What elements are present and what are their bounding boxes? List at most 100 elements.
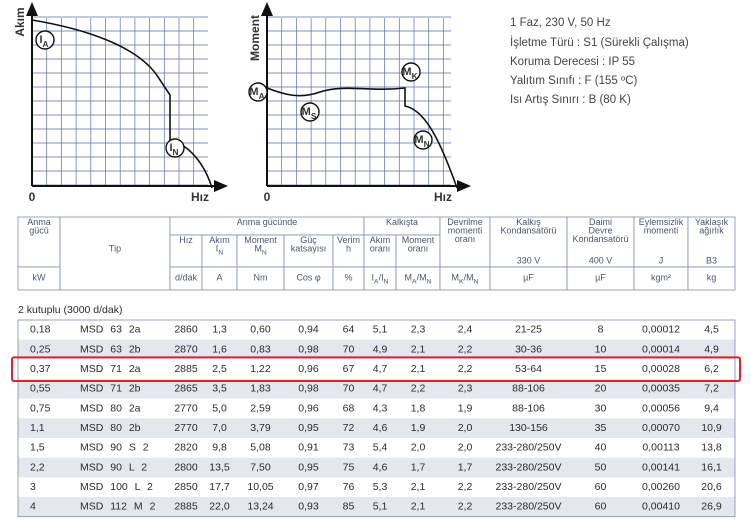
highlight: [11, 356, 741, 383]
cell: 4,7: [373, 383, 388, 395]
cell: 2885: [174, 501, 198, 513]
text-part: A: [43, 40, 49, 49]
origin-label: 0: [264, 190, 271, 204]
header-cell: [283, 234, 334, 268]
text-part: M: [414, 134, 423, 146]
cell: 2885: [174, 363, 198, 375]
cell: 0,00260: [642, 481, 680, 493]
header-text: momenti: [644, 226, 679, 236]
axis-label: Akım: [13, 7, 27, 36]
cell: 0,00028: [642, 363, 680, 375]
text-part: M: [452, 273, 460, 283]
text-part: S: [311, 112, 317, 121]
header-cell: [395, 234, 441, 268]
cell: 13,5: [209, 461, 230, 473]
text-part: N: [173, 148, 179, 157]
cell: 2,1: [411, 501, 426, 513]
header-cell: [169, 234, 203, 268]
row-bg: [18, 477, 735, 498]
header-text: Moment: [402, 235, 435, 245]
spec: Koruma Derecesi : IP 55: [510, 56, 635, 68]
unit-text: kgm²: [651, 273, 671, 283]
cell: 2,1: [411, 363, 426, 375]
text-part: µF: [595, 273, 606, 283]
unit-text: MA/MN: [405, 273, 432, 286]
cell: 4,6: [373, 422, 388, 434]
header-text: Devrilme: [447, 217, 483, 227]
text-part: h: [346, 244, 351, 254]
text-part: /M: [417, 273, 427, 283]
cell: 1,7: [458, 461, 473, 473]
marker-label: MK: [402, 66, 417, 81]
header-text: Tip: [109, 244, 121, 254]
cell: 20,6: [701, 481, 722, 493]
text-part: Kondansatörü: [500, 226, 556, 236]
table-frame: [17, 319, 736, 518]
cell: 21-25: [515, 324, 542, 336]
text-part: Nm: [254, 273, 268, 283]
cell: 2,2: [458, 343, 473, 355]
marker-label: IA: [39, 34, 48, 49]
cell: 6,2: [704, 363, 719, 375]
header-text: oranı: [370, 244, 391, 254]
text-part: Tip: [109, 244, 121, 254]
cell: 5,08: [250, 442, 271, 454]
marker-circle: [413, 130, 433, 150]
text-part: kg: [707, 273, 717, 283]
cell: 2870: [174, 343, 198, 355]
cell: 0,98: [298, 383, 319, 395]
cell: 2,0: [458, 442, 473, 454]
cell: 1,5: [30, 442, 45, 454]
header-note: J: [659, 255, 664, 265]
marker-label: MN: [414, 134, 429, 149]
cell: 0,91: [298, 442, 319, 454]
header-cell: [59, 216, 171, 291]
cell: 26,9: [701, 501, 722, 513]
cell: 4: [30, 501, 36, 513]
cell: 68: [343, 402, 355, 414]
text-part: Moment: [244, 235, 277, 245]
cell: 1,7: [411, 461, 426, 473]
text-part: gücü: [29, 226, 49, 236]
marker-circle: [35, 30, 55, 50]
header-cell: [17, 216, 61, 268]
header-text: Yaklaşık: [695, 217, 729, 227]
cell: 1,9: [411, 422, 426, 434]
row-bg: [18, 497, 735, 517]
cell: 0,98: [298, 343, 319, 355]
cell: MSD 80 2a: [80, 402, 141, 414]
cell: 50: [595, 461, 607, 473]
cell: MSD 112 M 2: [80, 501, 156, 513]
text-part: Devrilme: [447, 217, 483, 227]
cell: 88-106: [512, 402, 545, 414]
cell: 2860: [174, 324, 198, 336]
section-title: 2 kutuplu (3000 d/dak): [18, 304, 123, 316]
curve: [31, 19, 213, 189]
cell: 3: [30, 481, 36, 493]
cell: 2,0: [411, 442, 426, 454]
header-cell: [687, 216, 736, 268]
cell: 8: [598, 324, 604, 336]
text-part: A: [259, 92, 265, 101]
cell: 1,22: [250, 363, 271, 375]
text-part: Eylemsizlik: [639, 217, 684, 227]
cell: 75: [343, 461, 355, 473]
marker-label: MA: [249, 86, 264, 101]
cell: 0,00056: [642, 402, 680, 414]
cell: 7,50: [250, 461, 271, 473]
cell: 70: [343, 383, 355, 395]
cell: 73: [343, 442, 355, 454]
cell: 4,6: [373, 461, 388, 473]
unit-text: %: [344, 273, 352, 283]
header-text: Kalkış: [516, 217, 541, 227]
unit-text: A: [216, 273, 222, 283]
header-cell: [332, 234, 365, 268]
axis-label: Hız: [434, 190, 452, 204]
axis-label: Hız: [191, 190, 209, 204]
unit-text: kg: [707, 273, 717, 283]
text-part: I: [169, 142, 172, 154]
cell: MSD 90 S 2: [80, 442, 149, 454]
cell: 67: [343, 363, 355, 375]
cell: 2820: [174, 442, 198, 454]
